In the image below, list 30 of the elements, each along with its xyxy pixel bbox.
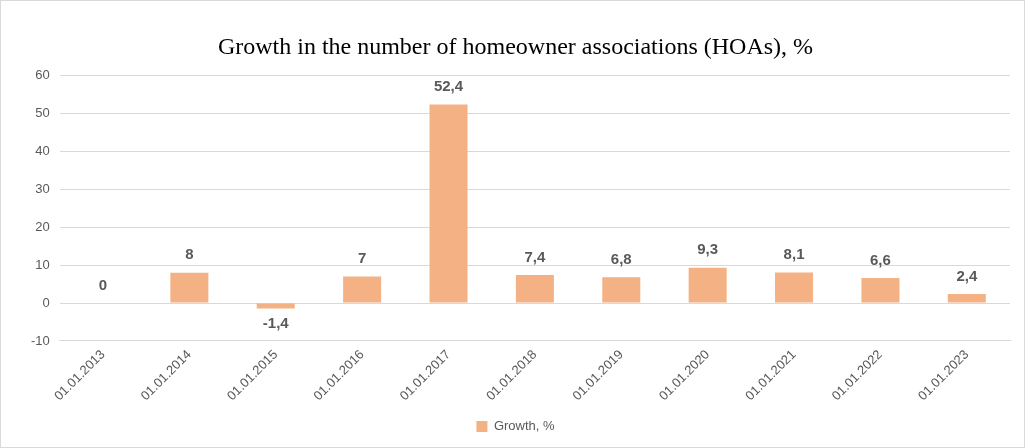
y-tick-label: 40: [35, 143, 50, 159]
data-label: 9,3: [697, 240, 719, 258]
bar: [515, 275, 554, 303]
y-tick-label: 30: [35, 181, 50, 197]
bar: [602, 277, 641, 303]
y-tick-label: 10: [35, 256, 50, 272]
data-label: 8: [185, 245, 194, 263]
data-label: 8,1: [783, 245, 805, 263]
data-label: 7,4: [524, 247, 546, 265]
y-tick-label: 60: [35, 67, 50, 83]
y-tick-label: 0: [42, 294, 50, 310]
data-label: 52,4: [433, 77, 464, 95]
y-tick-label: 20: [35, 218, 50, 234]
data-label: 0: [98, 275, 108, 293]
bar: [170, 272, 209, 303]
data-label: 6,6: [870, 250, 891, 268]
y-tick-label: 50: [35, 105, 50, 121]
bar: [688, 267, 727, 303]
chart-title: Growth in the number of homeowner associations (HOAs), %: [217, 32, 814, 59]
bar: [429, 104, 468, 303]
bar: [775, 272, 814, 303]
data-label: -1,4: [262, 314, 290, 332]
bar: [947, 293, 986, 303]
data-label: 6,8: [610, 249, 632, 267]
bar: [343, 276, 382, 303]
data-label: 2,4: [956, 266, 978, 284]
legend-label: Growth, %: [493, 418, 556, 434]
data-label: 7: [357, 249, 367, 267]
y-tick-label: -10: [30, 332, 50, 348]
bar: [861, 278, 900, 303]
